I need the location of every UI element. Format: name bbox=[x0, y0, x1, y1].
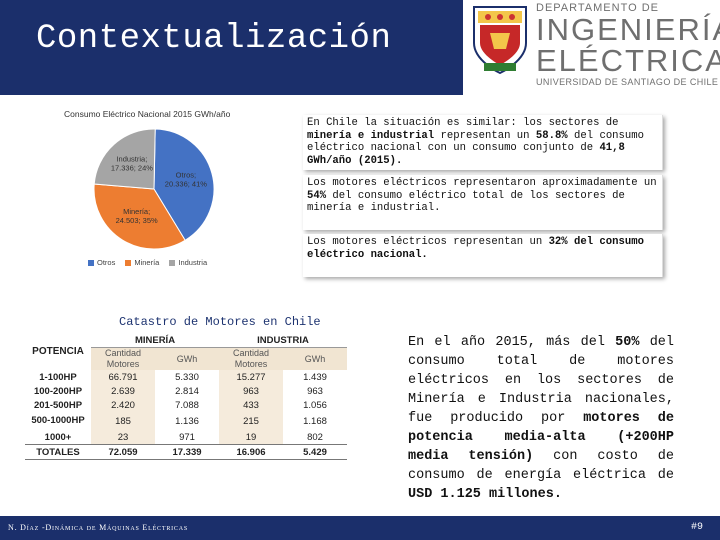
legend-swatch bbox=[125, 259, 132, 266]
header: Contextualización DEPARTAMENTO DE INGENI… bbox=[0, 0, 720, 95]
pie-label-minería: Minería; 24.503; 35% bbox=[116, 207, 158, 225]
legend-item-industria: Industria bbox=[169, 258, 207, 267]
sub-gwh-industria: GWh bbox=[283, 347, 347, 370]
university-shield-icon bbox=[473, 6, 527, 75]
sector-industria-header: INDUSTRIA bbox=[219, 333, 347, 348]
table-row: 500-1000HP 185 1.136 215 1.168 bbox=[25, 412, 347, 430]
para-text-3: con costo de consumo de energía eléctric… bbox=[408, 449, 674, 483]
totals-mineria-cantidad: 72.059 bbox=[91, 444, 155, 460]
row-industria-gwh: 1.439 bbox=[303, 371, 327, 383]
row-potencia: 201-500HP bbox=[33, 399, 83, 411]
pie-legend: Otros Minería Industria bbox=[88, 258, 207, 267]
dept-line-4: UNIVERSIDAD DE SANTIAGO DE CHILE bbox=[536, 77, 719, 87]
row-industria-cantidad: 963 bbox=[219, 384, 283, 398]
row-mineria-gwh: 5.330 bbox=[175, 371, 199, 383]
box1-text-2: representan un bbox=[434, 129, 536, 142]
dept-line-3: ELÉCTRICA bbox=[536, 43, 720, 78]
summary-paragraph: En el año 2015, más del 50% del consumo … bbox=[408, 333, 674, 504]
legend-label: Industria bbox=[178, 258, 208, 267]
info-box-3: Los motores eléctricos representan un 32… bbox=[303, 234, 663, 277]
row-mineria-gwh: 971 bbox=[179, 431, 195, 443]
dept-line-1: DEPARTAMENTO DE bbox=[536, 2, 659, 14]
table-row: 201-500HP 2.420 7.088 433 1.056 bbox=[25, 398, 347, 412]
page-title: Contextualización bbox=[36, 20, 392, 58]
row-industria-cantidad: 433 bbox=[219, 398, 283, 412]
row-mineria-gwh: 7.088 bbox=[175, 399, 199, 411]
row-mineria-gwh: 2.814 bbox=[175, 385, 199, 397]
table-row: 1-100HP 66.791 5.330 15.277 1.439 bbox=[25, 370, 347, 384]
legend-label: Minería bbox=[134, 258, 160, 267]
box2-text-2: del consumo eléctrico total de los secto… bbox=[307, 189, 625, 215]
sector-mineria-header: MINERÍA bbox=[91, 333, 219, 348]
totals-label: TOTALES bbox=[25, 444, 91, 460]
box3-bold-1: 32% del consumo eléctrico nacional. bbox=[307, 236, 644, 261]
row-industria-cantidad: 19 bbox=[219, 430, 283, 445]
row-potencia: 1-100HP bbox=[39, 371, 77, 383]
title-band: Contextualización bbox=[0, 0, 463, 95]
info-box-1: En Chile la situación es similar: los se… bbox=[303, 115, 663, 170]
department-logo: DEPARTAMENTO DE INGENIERÍA ELÉCTRICA UNI… bbox=[536, 2, 720, 87]
legend-label: Otros bbox=[97, 258, 116, 267]
pie-slice-otros bbox=[153, 128, 215, 241]
pie-chart: Otros; 20.336; 41% Minería; 24.503; 35% Indu… bbox=[93, 128, 215, 250]
box2-bold-1: 54% bbox=[307, 189, 327, 202]
legend-swatch bbox=[88, 259, 94, 266]
legend-item-minería: Minería bbox=[125, 258, 159, 267]
row-mineria-cantidad: 2.420 bbox=[91, 398, 155, 412]
row-industria-gwh: 802 bbox=[307, 431, 323, 443]
row-potencia: 500-1000HP bbox=[31, 415, 85, 426]
table-row: 1000+ 23 971 19 802 bbox=[25, 430, 347, 445]
row-potencia: 1000+ bbox=[44, 431, 72, 443]
row-industria-gwh: 963 bbox=[307, 385, 323, 397]
page-number: #9 bbox=[691, 522, 704, 533]
para-bold-3: USD 1.125 millones. bbox=[408, 487, 562, 502]
info-box-2: Los motores eléctricos representaron apr… bbox=[303, 175, 663, 230]
pie-chart-title: Consumo Eléctrico Nacional 2015 GWh/año bbox=[64, 109, 231, 119]
footer-author: N. Díaz -Dinámica de Máquinas Eléctricas bbox=[8, 523, 188, 532]
row-industria-gwh: 1.056 bbox=[303, 399, 327, 411]
row-mineria-gwh: 1.136 bbox=[175, 415, 199, 427]
para-bold-1: 50% bbox=[615, 335, 640, 350]
sub-cantidad-industria: Cantidad Motores bbox=[219, 347, 283, 370]
sub-cantidad-mineria: Cantidad Motores bbox=[91, 347, 155, 370]
col-potencia-header: POTENCIA bbox=[32, 346, 84, 357]
box1-text-3: del consumo eléctrico nacional con un co… bbox=[307, 129, 644, 155]
row-industria-gwh: 1.168 bbox=[303, 415, 327, 427]
pie-label-industria: Industria; 17.336; 24% bbox=[111, 154, 153, 172]
row-mineria-cantidad: 66.791 bbox=[91, 370, 155, 384]
row-industria-cantidad: 15.277 bbox=[219, 370, 283, 384]
dept-line-2: INGENIERÍA bbox=[536, 12, 720, 47]
row-mineria-cantidad: 2.639 bbox=[91, 384, 155, 398]
para-bold-2: motores de potencia media-alta (+200HP m… bbox=[408, 411, 675, 464]
row-mineria-cantidad: 185 bbox=[91, 412, 155, 430]
motor-table: POTENCIA MINERÍA INDUSTRIA Cantidad Moto… bbox=[25, 333, 347, 460]
footer: N. Díaz -Dinámica de Máquinas Eléctricas… bbox=[0, 516, 720, 540]
pie-slice-minería bbox=[93, 183, 186, 250]
para-text-1: En el año 2015, más del bbox=[408, 335, 616, 350]
table-row: 100-200HP 2.639 2.814 963 963 bbox=[25, 384, 347, 398]
legend-swatch bbox=[169, 259, 176, 266]
row-mineria-cantidad: 23 bbox=[91, 430, 155, 445]
totals-mineria-gwh: 17.339 bbox=[155, 444, 219, 460]
box1-bold-3: 41,8 GWh/año (2015). bbox=[307, 142, 625, 167]
totals-industria-gwh: 5.429 bbox=[283, 444, 347, 460]
row-industria-cantidad: 215 bbox=[219, 412, 283, 430]
table-totals-row: TOTALES 72.059 17.339 16.906 5.429 bbox=[25, 444, 347, 460]
box1-bold-1: minería e industrial bbox=[307, 129, 435, 142]
row-potencia: 100-200HP bbox=[33, 385, 83, 397]
sub-gwh-mineria: GWh bbox=[155, 347, 219, 370]
para-text-2: del consumo total de motores eléctricos … bbox=[408, 335, 674, 426]
box1-bold-2: 58.8% bbox=[535, 129, 568, 142]
legend-item-otros: Otros bbox=[88, 258, 115, 267]
pie-label-otros: Otros; 20.336; 41% bbox=[165, 170, 207, 188]
pie-slice-industria bbox=[93, 128, 156, 190]
table-title: Catastro de Motores en Chile bbox=[119, 315, 321, 329]
box1-text-1: En Chile la situación es similar: los se… bbox=[307, 117, 619, 129]
box3-text-1: Los motores eléctricos representan un bbox=[307, 236, 549, 248]
box2-text-1: Los motores eléctricos representaron apr… bbox=[307, 177, 657, 189]
totals-industria-cantidad: 16.906 bbox=[219, 444, 283, 460]
